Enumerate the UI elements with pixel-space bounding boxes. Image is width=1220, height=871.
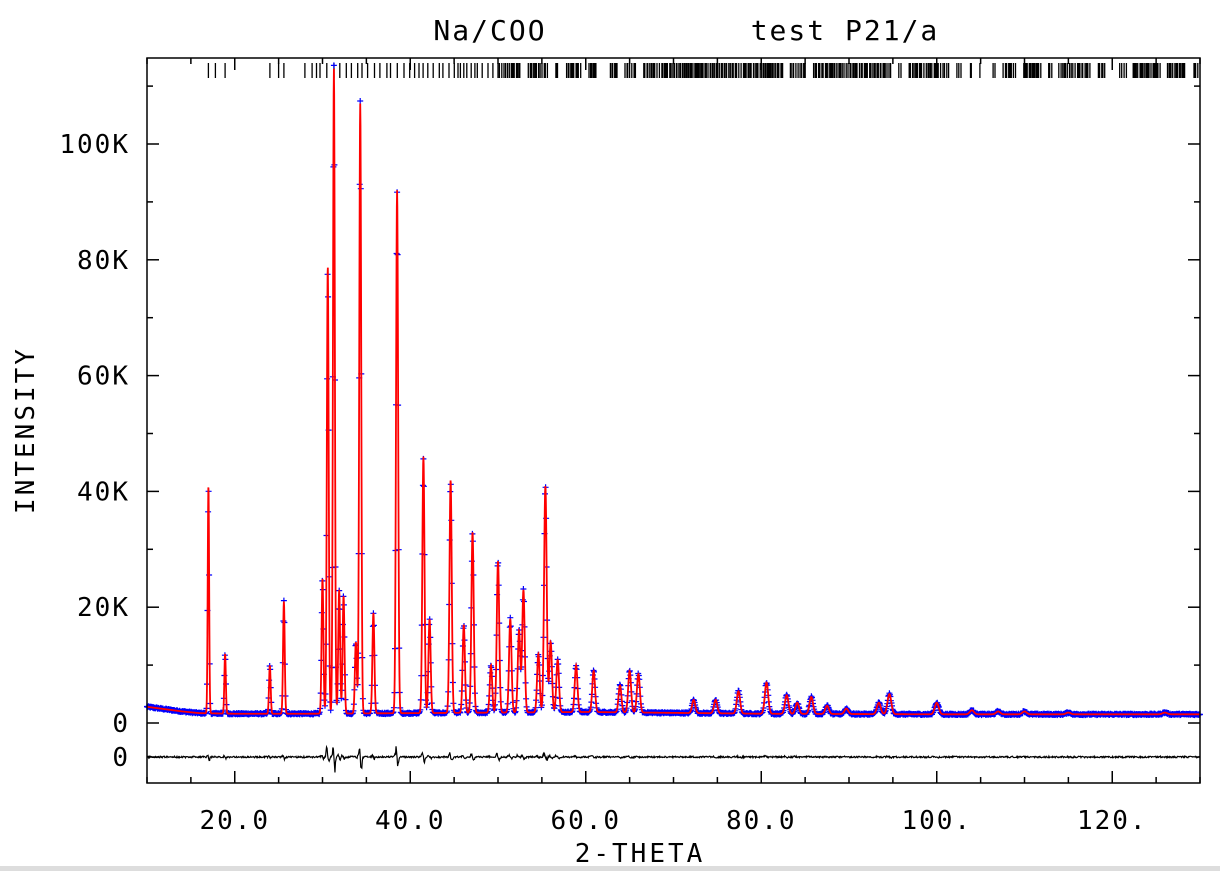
- observed-markers: [144, 62, 1203, 719]
- plot-frame: [146, 57, 1201, 784]
- x-tick-label: 120.: [1077, 806, 1148, 836]
- reflection-ticks: [207, 63, 1199, 78]
- reflection-tick-path: [207, 63, 1199, 78]
- difference-line: [146, 744, 1201, 773]
- y-tick-label: 0: [112, 709, 130, 739]
- x-axis: 20.0 40.0 60.0 80.0 100. 120.: [146, 58, 1201, 836]
- chart-title-left: Na/COO: [433, 14, 546, 47]
- y-tick-label: 20K: [77, 593, 130, 623]
- x-tick-label: 100.: [901, 806, 972, 836]
- y-axis-title: INTENSITY: [11, 346, 41, 514]
- x-tick-label: 60.0: [550, 806, 621, 836]
- calculated-line: [146, 68, 1200, 716]
- y-tick-label: 80K: [77, 246, 130, 276]
- window-bottom-border: [0, 866, 1220, 871]
- x-axis-title: 2-THETA: [575, 839, 706, 869]
- x-tick-label: 40.0: [375, 806, 446, 836]
- y-tick-label: 60K: [77, 362, 130, 392]
- diff-zero-label: 0: [112, 743, 130, 773]
- y-tick-label: 100K: [59, 130, 130, 160]
- x-tick-label: 20.0: [199, 806, 270, 836]
- y-axis: 0 20K 40K 60K 80K 100K: [59, 85, 1200, 758]
- x-tick-label: 80.0: [726, 806, 797, 836]
- chart-title-right: test P21/a: [751, 14, 940, 47]
- y-tick-label: 40K: [77, 477, 130, 507]
- observed-plus-path: [144, 62, 1203, 719]
